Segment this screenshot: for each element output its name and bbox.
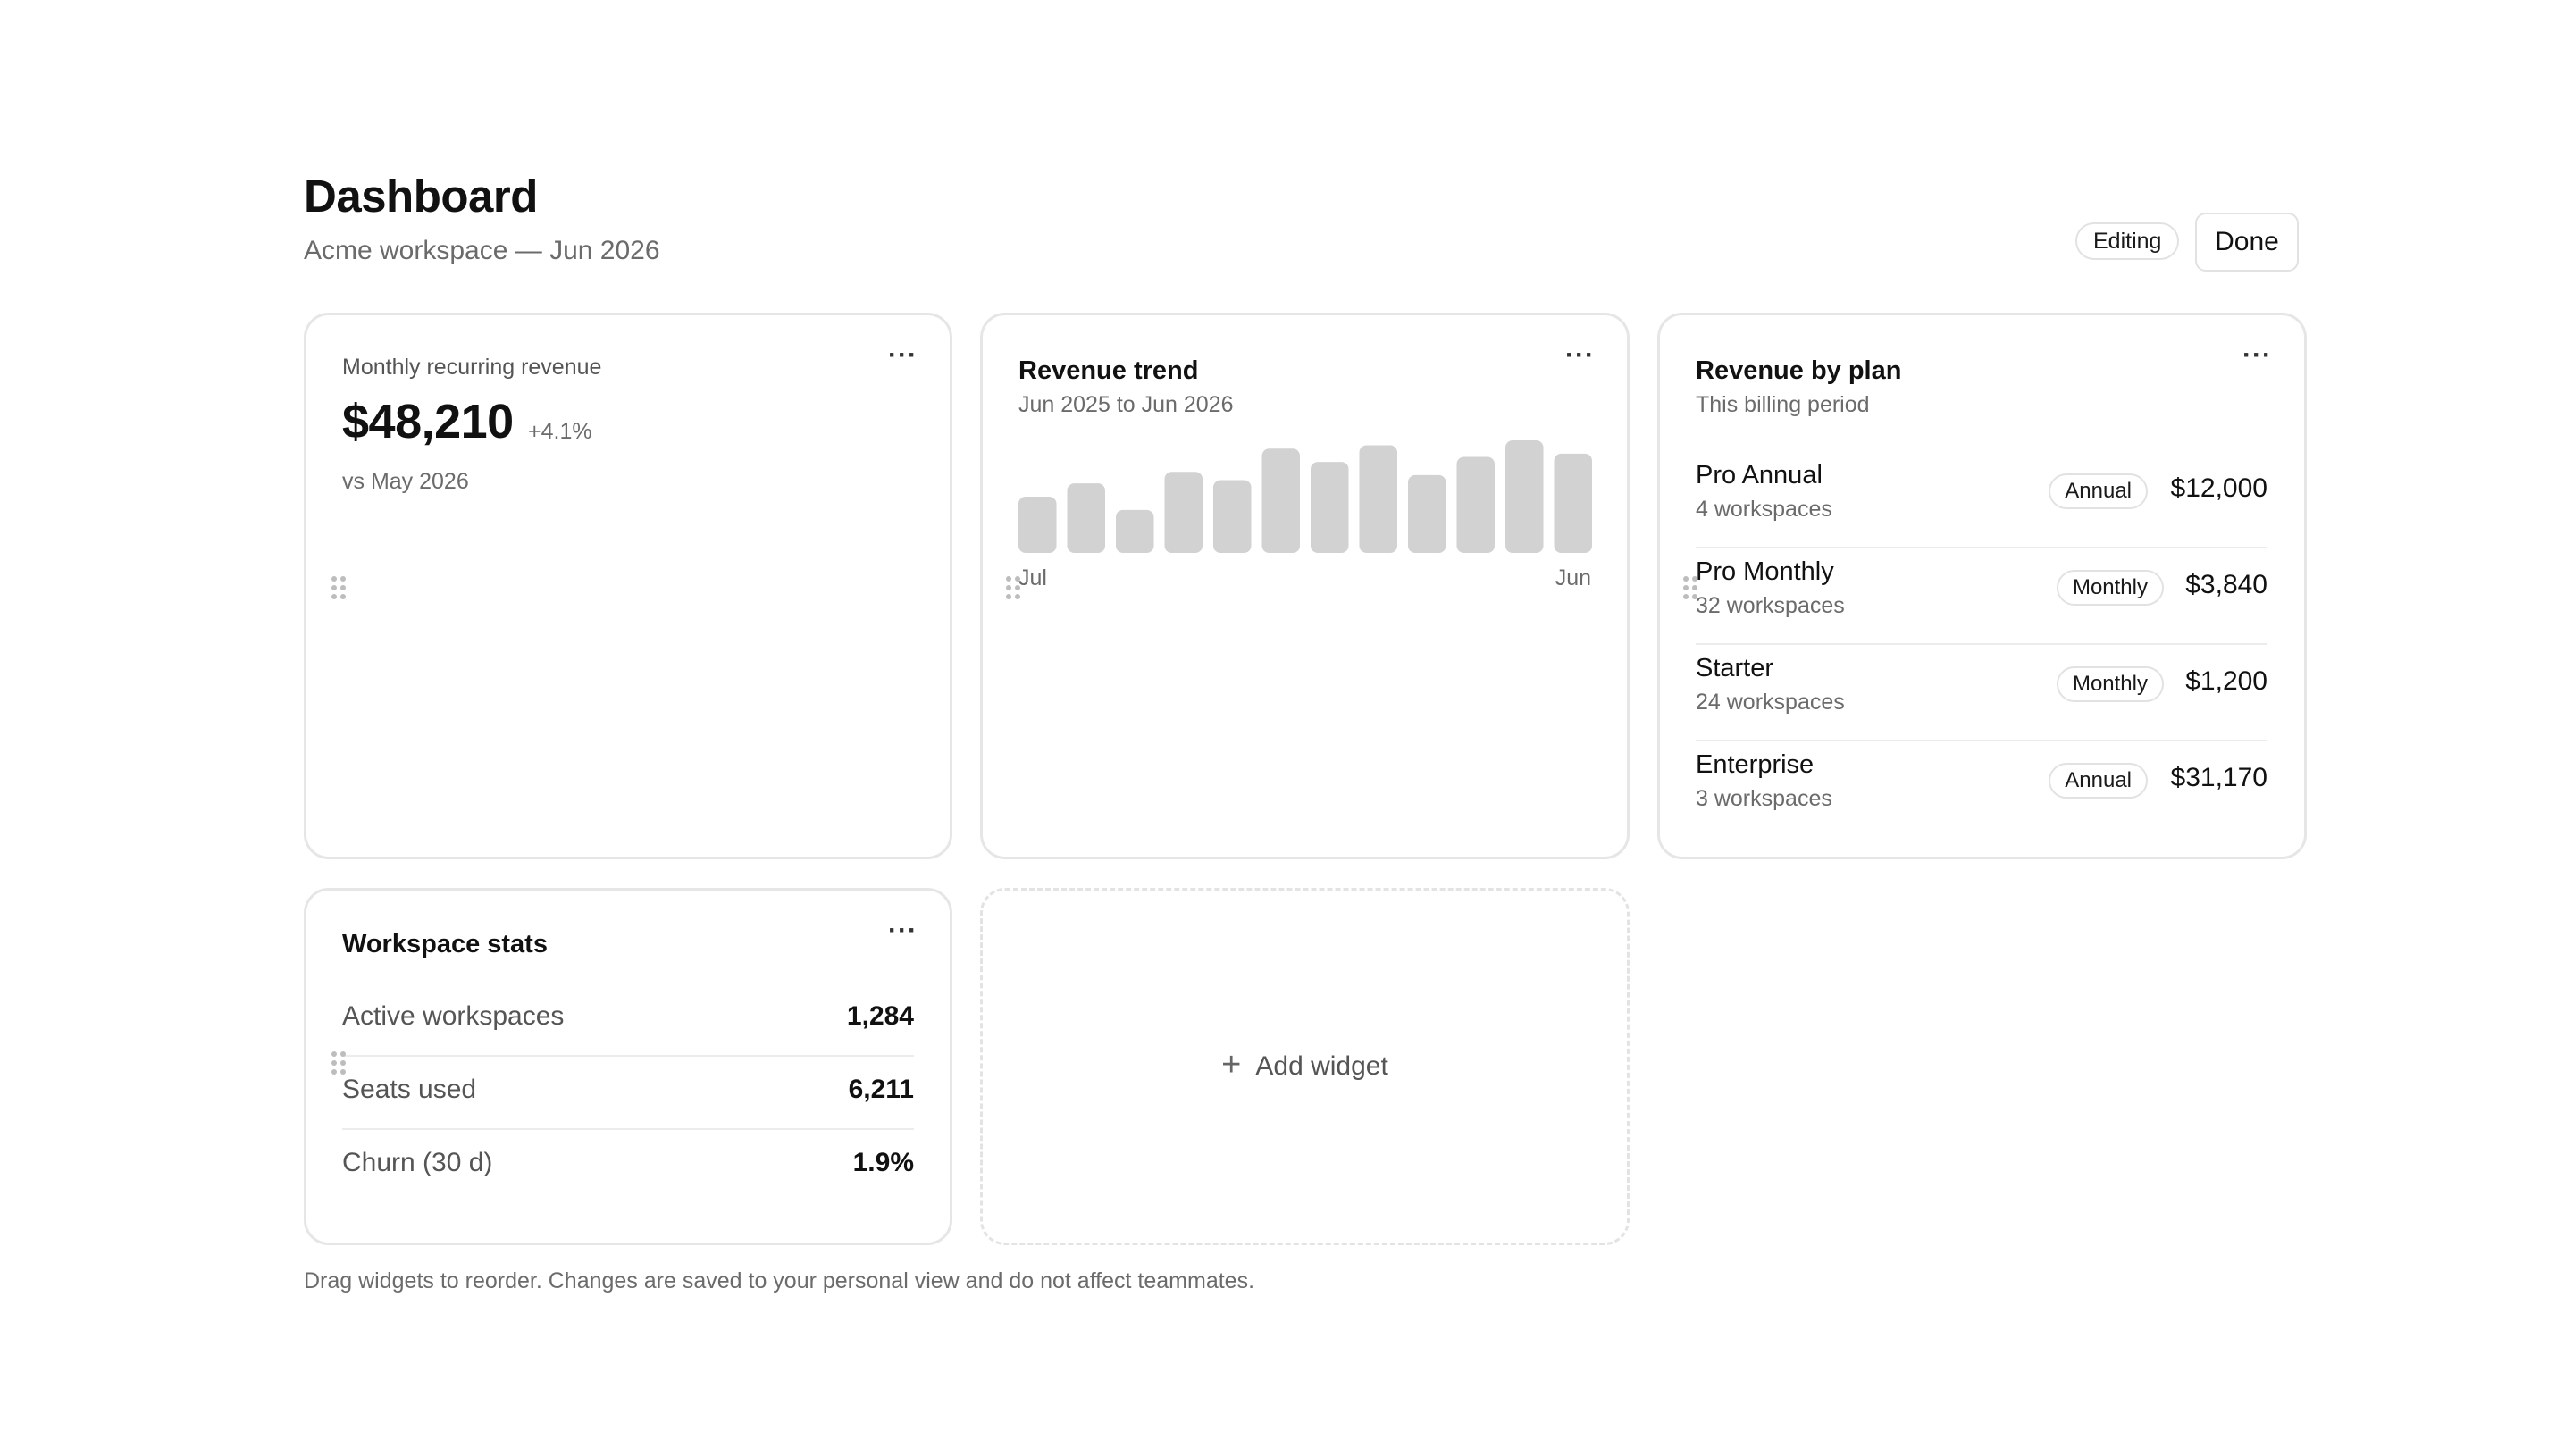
plan-row[interactable]: Enterprise 3 workspaces Annual $31,170 (1696, 741, 2267, 838)
done-button[interactable]: Done (2195, 213, 2299, 272)
plan-row[interactable]: Pro Monthly 32 workspaces Monthly $3,840 (1696, 548, 2267, 645)
widget-revenue-by-plan[interactable]: ··· Revenue by plan This billing period … (1657, 313, 2307, 859)
plan-name: Enterprise (1696, 750, 1815, 779)
stat-label: Seats used (342, 1075, 477, 1104)
plans-title: Revenue by plan (1696, 356, 1902, 385)
editing-badge: Editing (2075, 222, 2180, 260)
footnote: Drag widgets to reorder. Changes are sav… (304, 1268, 1255, 1293)
revenue-trend-chart (1018, 440, 1592, 553)
plan-count: 32 workspaces (1696, 593, 1845, 618)
plan-row[interactable]: Starter 24 workspaces Monthly $1,200 (1696, 645, 2267, 741)
page-title: Dashboard (304, 171, 538, 222)
bar-jun (1554, 453, 1592, 553)
stat-value: 1.9% (852, 1148, 914, 1177)
bar-dec (1261, 448, 1300, 553)
widget-menu-icon[interactable]: ··· (1565, 340, 1595, 370)
bar-nov (1213, 480, 1252, 553)
plan-badge: Annual (2049, 763, 2148, 799)
stat-row: Active workspaces 1,284 (342, 983, 914, 1057)
plans-subtitle: This billing period (1696, 392, 1870, 417)
stats-title: Workspace stats (342, 930, 548, 958)
widget-menu-icon[interactable]: ··· (888, 916, 918, 945)
widget-mrr[interactable]: ··· Monthly recurring revenue $48,210 +4… (304, 313, 952, 859)
widget-menu-icon[interactable]: ··· (888, 340, 918, 370)
plus-icon: + (1221, 1046, 1242, 1084)
plan-badge: Monthly (2056, 666, 2164, 702)
bar-may (1505, 440, 1544, 553)
mrr-value: $48,210 (342, 395, 514, 448)
drag-handle-icon[interactable] (1683, 576, 1697, 599)
widget-workspace-stats[interactable]: ··· Workspace stats Active workspaces 1,… (304, 888, 952, 1245)
plan-count: 24 workspaces (1696, 690, 1845, 715)
plan-name: Starter (1696, 654, 1774, 682)
bar-oct (1164, 472, 1203, 553)
plan-count: 4 workspaces (1696, 497, 1832, 522)
x-tick-label-end: Jun (1555, 565, 1591, 590)
bar-jan (1311, 462, 1349, 553)
widget-menu-icon[interactable]: ··· (2242, 340, 2272, 370)
plan-badge: Monthly (2056, 570, 2164, 606)
bar-sep (1116, 509, 1154, 553)
bar-apr (1456, 456, 1495, 553)
bar-feb (1359, 445, 1397, 553)
mrr-compare: vs May 2026 (342, 469, 469, 494)
plan-amount: $31,170 (2170, 763, 2267, 792)
mrr-label: Monthly recurring revenue (342, 355, 602, 380)
plan-name: Pro Annual (1696, 461, 1823, 490)
mrr-delta: +4.1% (528, 419, 592, 444)
plan-amount: $1,200 (2185, 666, 2267, 696)
stat-row: Seats used 6,211 (342, 1057, 914, 1130)
plan-name: Pro Monthly (1696, 557, 1834, 586)
plan-amount: $3,840 (2185, 570, 2267, 599)
add-widget-label: Add widget (1255, 1051, 1388, 1081)
drag-handle-icon[interactable] (331, 1051, 346, 1075)
plan-amount: $12,000 (2170, 473, 2267, 503)
drag-handle-icon[interactable] (331, 576, 346, 599)
add-widget-content: + Add widget (983, 891, 1627, 1243)
bar-jul (1018, 497, 1057, 553)
widget-revenue-trend[interactable]: ··· Revenue trend Jun 2025 to Jun 2026 J… (980, 313, 1630, 859)
bar-mar (1408, 474, 1446, 553)
add-widget-button[interactable]: + Add widget (980, 888, 1630, 1245)
x-tick-label-start: Jul (1018, 565, 1047, 590)
stat-value: 6,211 (848, 1075, 914, 1104)
stat-label: Active workspaces (342, 1001, 565, 1031)
page-subtitle: Acme workspace — Jun 2026 (304, 236, 660, 265)
drag-handle-icon[interactable] (1006, 576, 1020, 599)
stat-row: Churn (30 d) 1.9% (342, 1130, 914, 1203)
plan-row[interactable]: Pro Annual 4 workspaces Annual $12,000 (1696, 452, 2267, 548)
bar-aug (1067, 483, 1105, 553)
trend-title: Revenue trend (1018, 356, 1199, 385)
plan-badge: Annual (2049, 473, 2148, 509)
stat-value: 1,284 (846, 1001, 914, 1031)
stat-label: Churn (30 d) (342, 1148, 493, 1177)
trend-subtitle: Jun 2025 to Jun 2026 (1018, 392, 1234, 417)
plan-count: 3 workspaces (1696, 786, 1832, 811)
